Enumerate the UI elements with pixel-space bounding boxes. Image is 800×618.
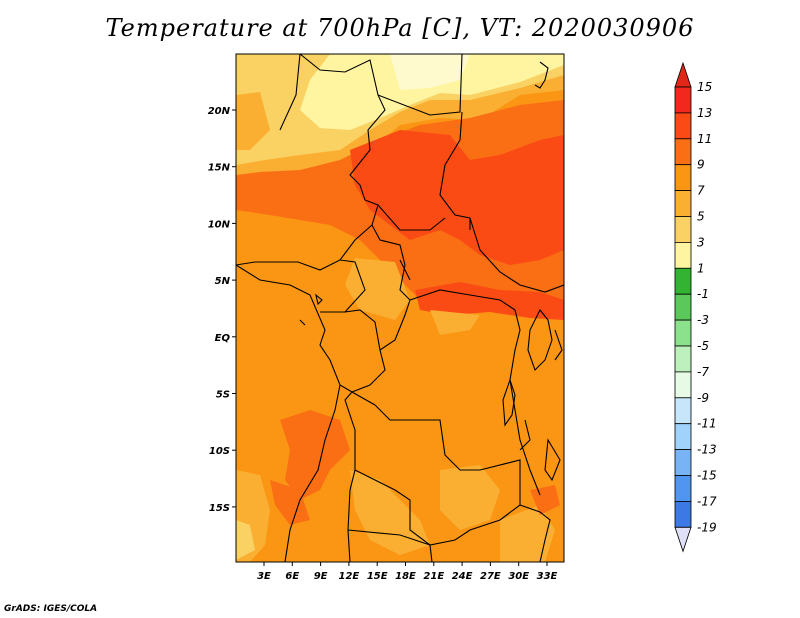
lon-tick-label: 3E — [257, 571, 271, 582]
colorbar-swatch — [674, 500, 692, 528]
colorbar-swatch — [674, 423, 692, 451]
colorbar-label: -17 — [697, 494, 717, 508]
colorbar-label: 9 — [697, 158, 705, 172]
colorbar-label: -13 — [697, 443, 717, 457]
colorbar-swatch — [674, 319, 692, 347]
lon-tick-label: 21E — [423, 571, 444, 582]
lon-tick-label: 30E — [508, 571, 529, 582]
lat-tick-label: EQ — [215, 333, 231, 344]
colorbar-swatch — [674, 293, 692, 321]
colorbar-label: 15 — [697, 80, 712, 94]
colorbar-swatch — [674, 138, 692, 166]
lon-tick-label: 18E — [395, 571, 416, 582]
colorbar-label: -19 — [697, 520, 717, 534]
colorbar-label: 3 — [697, 235, 705, 249]
latitude-axis: 20N 15N 10N 5N EQ 5S 10S 15S — [208, 106, 236, 514]
lon-tick-label: 6E — [285, 571, 299, 582]
lon-tick-label: 12E — [339, 571, 360, 582]
lat-tick-label: 15S — [209, 503, 230, 514]
colorbar-label: -9 — [697, 391, 709, 405]
colorbar-swatch — [674, 216, 692, 243]
country-borders — [236, 54, 564, 562]
lat-tick-label: 20N — [208, 106, 231, 117]
colorbar-swatch — [674, 164, 692, 191]
colorbar-swatch — [674, 86, 692, 114]
lon-tick-label: 9E — [314, 571, 328, 582]
colorbar-label: -7 — [697, 365, 709, 379]
colorbar-swatch — [674, 345, 692, 373]
lon-tick-label: 33E — [537, 571, 558, 582]
lat-tick-label: 10N — [208, 219, 231, 230]
lon-tick-label: 15E — [367, 571, 388, 582]
lon-tick-label: 24E — [452, 571, 473, 582]
colorbar-swatch — [674, 449, 692, 476]
colorbar-swatch — [674, 397, 692, 425]
colorbar-swatch — [674, 475, 692, 502]
lon-tick-label: 27E — [480, 571, 501, 582]
temperature-field — [236, 54, 564, 562]
colorbar-label: -1 — [697, 287, 709, 301]
lat-tick-label: 5N — [215, 276, 231, 287]
colorbar-label: 13 — [697, 106, 712, 120]
colorbar-swatch — [674, 241, 692, 269]
colorbar-swatch — [674, 112, 692, 140]
colorbar-label: -3 — [697, 313, 709, 327]
colorbar-bottom-arrow — [674, 526, 692, 553]
colorbar-label: 7 — [697, 184, 705, 198]
longitude-axis: 3E 6E 9E 12E 15E 18E 21E 24E 27E 30E 33E — [257, 562, 558, 582]
colorbar: 15 13 11 9 7 5 3 1 -1 -3 -5 -7 -9 -11 -13 -15 -17 -19 — [674, 61, 717, 553]
lat-tick-label: 15N — [208, 163, 231, 174]
colorbar-label: -15 — [697, 469, 717, 483]
lat-tick-label: 10S — [209, 446, 230, 457]
colorbar-label: 1 — [697, 261, 705, 275]
colorbar-swatch — [674, 190, 692, 217]
colorbar-label: -11 — [697, 417, 717, 431]
grads-credit: GrADS: IGES/COLA — [4, 604, 98, 614]
colorbar-label: -5 — [697, 339, 709, 353]
colorbar-top-arrow — [674, 61, 692, 88]
colorbar-swatch — [674, 371, 692, 399]
map-frame — [235, 53, 565, 563]
colorbar-swatch — [674, 267, 692, 295]
lat-tick-label: 5S — [216, 390, 230, 401]
map-title: Temperature at 700hPa [C], VT: 202003090… — [105, 14, 695, 42]
colorbar-label: 11 — [697, 132, 712, 146]
colorbar-label: 5 — [697, 210, 705, 224]
